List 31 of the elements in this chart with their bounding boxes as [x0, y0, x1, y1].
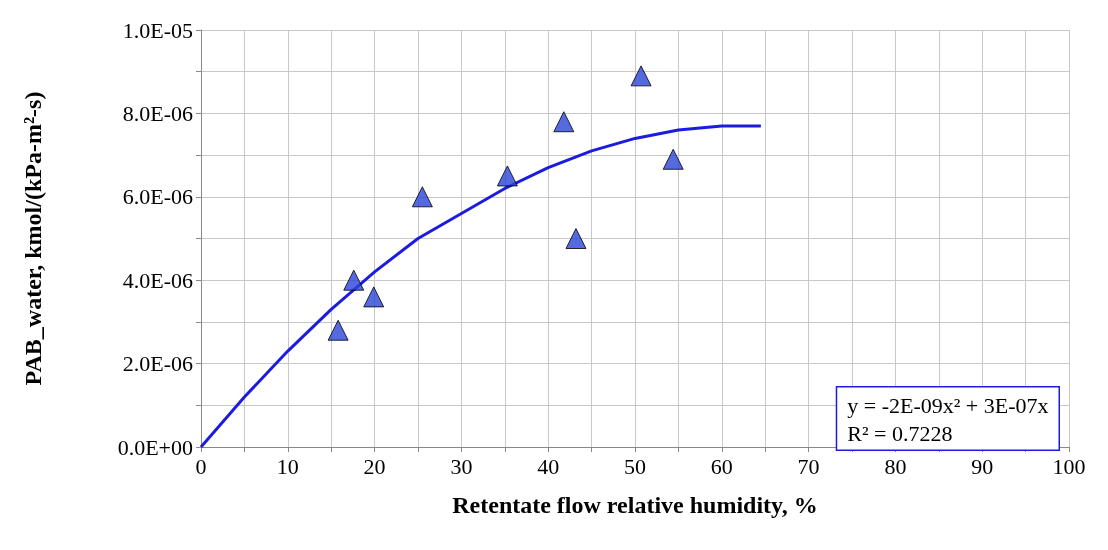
annotation: R² = 0.7228 [847, 421, 953, 446]
point [496, 165, 518, 187]
y-tick-label: 6.0E-06 [122, 184, 193, 210]
point [565, 228, 587, 249]
point [553, 111, 575, 133]
x-tick-label: 60 [710, 453, 733, 479]
x-tick-label: 100 [1052, 453, 1086, 479]
y-tick-label: 0.0E+00 [117, 434, 193, 460]
x-tick-label: 90 [971, 453, 994, 479]
x-tick-label: 50 [624, 453, 646, 479]
x-tick-label: 30 [450, 453, 473, 479]
x-tick-label: 40 [537, 453, 560, 479]
point [411, 186, 433, 208]
line-series [199, 124, 763, 449]
x-axis-title: Retentate flow relative humidity, % [452, 492, 818, 518]
y-tick-label: 8.0E-06 [122, 100, 193, 126]
point [363, 286, 385, 308]
point [343, 269, 365, 291]
point [662, 148, 684, 170]
y-tick-label: 1.0E-05 [122, 17, 193, 43]
point [630, 65, 652, 87]
x-tick-label: 10 [276, 453, 299, 479]
x-tick-label: 70 [797, 453, 820, 479]
annotation: y = -2E-09x² + 3E-07x [847, 393, 1049, 418]
y-axis-title: PAB_water, kmol/(kPa-m²-s) [20, 91, 46, 386]
y-tick-label: 4.0E-06 [122, 267, 193, 293]
y-tick-label: 2.0E-06 [122, 351, 193, 377]
x-tick-label: 80 [884, 453, 907, 479]
x-tick-label: 20 [363, 453, 386, 479]
x-tick-label: 0 [195, 453, 207, 479]
point [327, 319, 349, 341]
